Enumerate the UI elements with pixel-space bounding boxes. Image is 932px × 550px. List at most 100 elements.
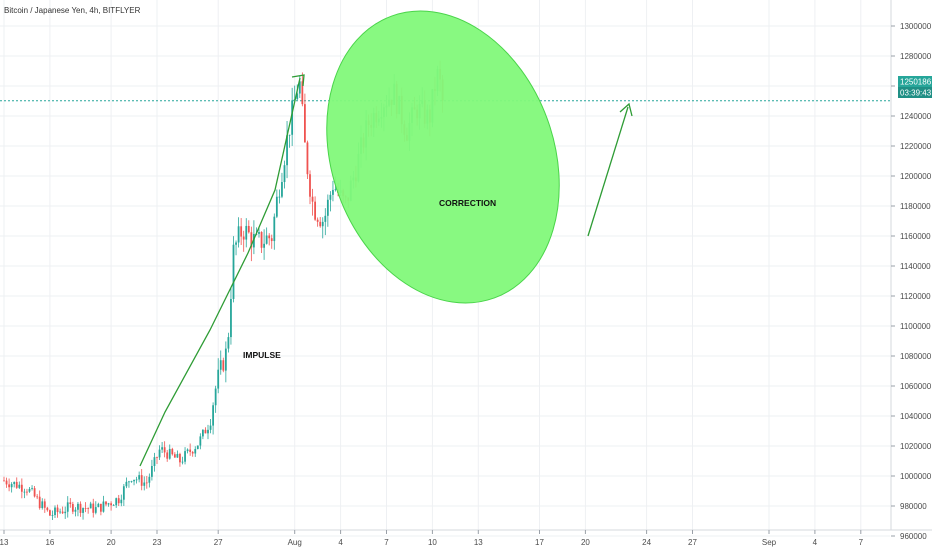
x-tick-label: 20 [107, 538, 116, 547]
y-tick-label: 1100000 [900, 322, 931, 331]
candle-body [168, 448, 171, 459]
candle-body [281, 182, 283, 197]
candle [275, 189, 278, 219]
candle [128, 480, 130, 488]
candle-body [94, 507, 97, 513]
candle [18, 481, 21, 490]
candle-body [227, 337, 230, 349]
candle [186, 448, 189, 454]
candle [194, 446, 197, 457]
candle-body [232, 244, 235, 299]
future-arrow-head [619, 102, 633, 117]
candle [163, 441, 166, 458]
candle-body [13, 481, 16, 485]
candle-body [64, 511, 67, 514]
candle [135, 476, 138, 484]
candle-body [298, 81, 301, 94]
candle [130, 480, 133, 483]
candle [61, 506, 64, 515]
candle-body [240, 226, 243, 237]
x-tick-label: 4 [338, 538, 343, 547]
candle-body [89, 503, 92, 509]
candle [161, 441, 163, 454]
candle [304, 93, 306, 143]
y-tick-label: 1160000 [900, 232, 931, 241]
candle-body [270, 238, 273, 242]
candle-body [117, 498, 120, 504]
x-tick-label: 10 [428, 538, 437, 547]
candle-body [51, 515, 54, 516]
candle-body [217, 369, 220, 389]
countdown-badge-box [898, 87, 932, 98]
candle-body [332, 189, 334, 195]
impulse-arrow-head [291, 74, 305, 87]
candle [199, 433, 202, 450]
candle-body [237, 226, 240, 243]
candle [156, 456, 158, 464]
candle [133, 479, 135, 486]
candle [97, 502, 100, 508]
candle-body [130, 481, 133, 483]
x-tick-label: 17 [535, 538, 544, 547]
candle-body [319, 221, 322, 227]
impulse-arrow[interactable] [139, 77, 301, 467]
candle [247, 220, 250, 234]
candle [46, 506, 49, 512]
candle [212, 402, 214, 435]
candle-body [326, 199, 329, 216]
candle [74, 507, 77, 517]
candle [5, 477, 8, 488]
candle [301, 72, 304, 107]
candle-body [158, 449, 161, 458]
candle-body [122, 486, 125, 500]
x-tick-label: 27 [214, 538, 223, 547]
candle [117, 494, 120, 506]
candle-body [283, 165, 286, 183]
candle [288, 134, 291, 148]
candle [263, 229, 265, 260]
x-tick-label: 24 [642, 538, 651, 547]
candle [20, 478, 23, 499]
candle-body [204, 429, 207, 434]
y-tick-label: 1140000 [900, 262, 931, 271]
candle [41, 498, 44, 510]
candle-body [140, 475, 143, 486]
candle [107, 502, 110, 507]
candle-body [49, 510, 51, 516]
x-tick-label: 13 [0, 538, 9, 547]
candle-body [301, 81, 304, 105]
candle-body [209, 425, 212, 430]
candle [179, 452, 181, 467]
correction-label: CORRECTION [439, 198, 496, 208]
candle [260, 231, 263, 253]
candle [202, 429, 204, 440]
candle-body [120, 499, 123, 504]
candle [237, 217, 240, 248]
correction-ellipse[interactable] [287, 0, 598, 336]
price-badge-box [898, 76, 932, 87]
candle [242, 230, 245, 252]
candle [115, 497, 118, 508]
y-tick-label: 1040000 [900, 412, 932, 421]
candle [51, 510, 54, 520]
candle-body [41, 501, 44, 509]
candle [311, 188, 314, 216]
candle [181, 456, 184, 465]
candle [10, 482, 13, 493]
candle [102, 495, 105, 513]
candle-body [219, 360, 222, 370]
candle-body [329, 194, 332, 200]
candle [33, 485, 36, 498]
candle-body [273, 216, 276, 242]
future-arrow[interactable] [587, 106, 629, 237]
candle [140, 469, 143, 491]
candle-body [69, 502, 72, 505]
candle [125, 477, 128, 489]
chart-title: Bitcoin / Japanese Yen, 4h, BITFLYER [4, 6, 141, 15]
x-tick-label: 13 [474, 538, 483, 547]
candle [224, 341, 227, 383]
candle-body [316, 219, 319, 222]
candle [189, 443, 192, 456]
candle-body [10, 484, 13, 488]
